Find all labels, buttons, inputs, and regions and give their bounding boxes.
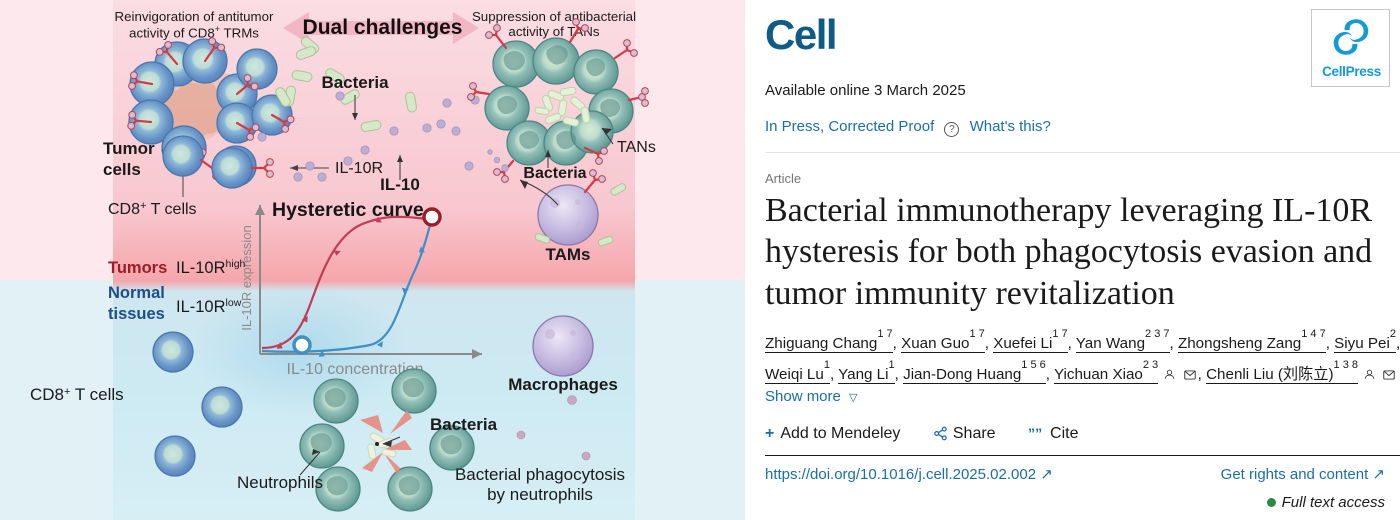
svg-text:IL-10R expression: IL-10R expression bbox=[239, 225, 254, 331]
svg-text:IL-10R: IL-10R bbox=[335, 160, 383, 177]
svg-text:Normal: Normal bbox=[108, 284, 165, 302]
svg-text:Tumor: Tumor bbox=[103, 139, 155, 158]
svg-text:by neutrophils: by neutrophils bbox=[487, 485, 593, 504]
svg-text:TANs: TANs bbox=[617, 139, 656, 156]
svg-text:Neutrophils: Neutrophils bbox=[237, 473, 323, 492]
svg-text:Bacterial phagocytosis: Bacterial phagocytosis bbox=[455, 465, 625, 484]
svg-text:IL-10Rhigh: IL-10Rhigh bbox=[176, 258, 246, 277]
svg-text:CD8+ T cells: CD8+ T cells bbox=[30, 385, 124, 404]
svg-text:cells: cells bbox=[103, 160, 141, 179]
svg-text:Bacteria: Bacteria bbox=[321, 73, 389, 92]
svg-text:””: ”” bbox=[1028, 425, 1042, 441]
svg-text:Macrophages: Macrophages bbox=[508, 375, 618, 394]
svg-text:TAMs: TAMs bbox=[545, 245, 590, 264]
svg-text:tissues: tissues bbox=[108, 305, 165, 323]
svg-text:Bacteria: Bacteria bbox=[523, 165, 586, 182]
svg-text:Bacteria: Bacteria bbox=[430, 415, 498, 434]
svg-text:Tumors: Tumors bbox=[108, 259, 167, 277]
svg-text:CD8+ T cells: CD8+ T cells bbox=[108, 200, 197, 218]
